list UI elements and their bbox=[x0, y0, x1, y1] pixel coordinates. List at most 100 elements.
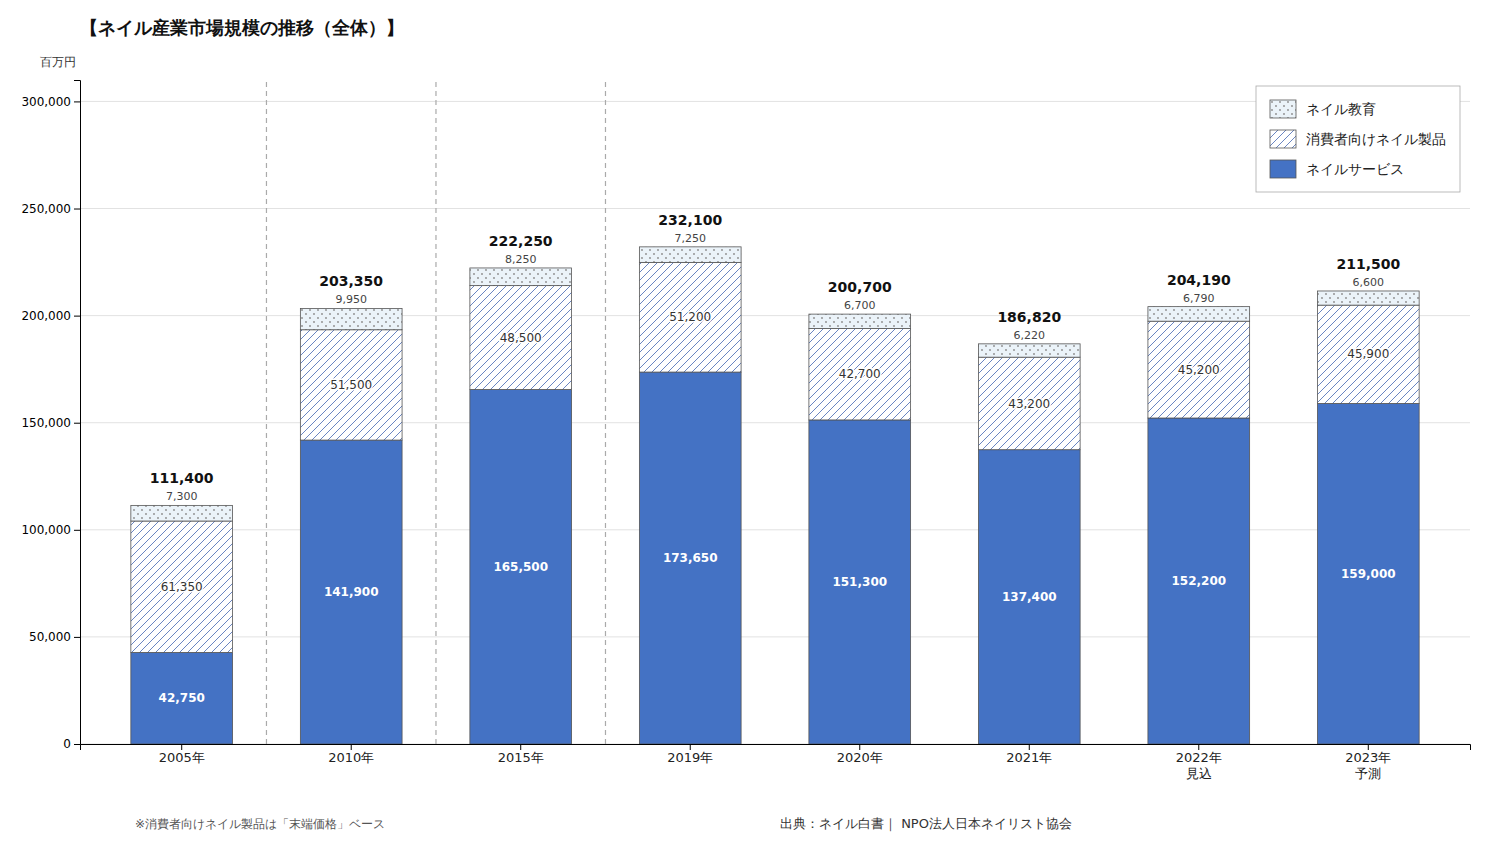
tick: 2010年 bbox=[328, 744, 374, 765]
tick-label: 2023年予測 bbox=[1345, 750, 1391, 781]
legend-label: ネイルサービス bbox=[1306, 161, 1404, 177]
data-labels: 42,750141,900165,500173,650151,300137,40… bbox=[150, 212, 1401, 706]
data-label: 6,790 bbox=[1183, 292, 1215, 305]
era-separator bbox=[605, 80, 606, 744]
tick-mark bbox=[1368, 744, 1369, 750]
bar bbox=[470, 390, 572, 744]
source: 出典：ネイル白書｜ NPO法人日本ネイリスト協会 bbox=[780, 816, 1072, 832]
total-label: 232,100 bbox=[658, 212, 722, 228]
tick-label: 150,000 bbox=[21, 416, 71, 430]
series-2 bbox=[131, 247, 1419, 521]
tick: 50,000 bbox=[29, 630, 80, 644]
tick-label-line: 2021年 bbox=[1006, 750, 1052, 765]
tick: 2023年予測 bbox=[1345, 744, 1391, 781]
tick: 2005年 bbox=[159, 744, 205, 765]
tick-mark bbox=[74, 101, 80, 102]
title: 【ネイル産業市場規模の推移（全体）】 bbox=[80, 17, 404, 38]
legend-label: 消費者向けネイル製品 bbox=[1306, 131, 1446, 147]
data-label: 61,350 bbox=[161, 580, 203, 594]
data-label: 7,300 bbox=[166, 490, 198, 503]
data-label: 7,250 bbox=[674, 232, 706, 245]
tick-mark bbox=[1198, 744, 1199, 750]
tick-label-line: 2015年 bbox=[498, 750, 544, 765]
data-label: 51,500 bbox=[330, 378, 372, 392]
tick-label-line: 見込 bbox=[1186, 766, 1212, 781]
legend-frame bbox=[1256, 86, 1460, 192]
tick-label: 2020年 bbox=[837, 750, 883, 765]
axis-line bbox=[74, 81, 81, 745]
bar bbox=[300, 440, 402, 744]
data-label: 43,200 bbox=[1008, 397, 1050, 411]
data-label: 48,500 bbox=[500, 331, 542, 345]
data-label: 6,220 bbox=[1014, 329, 1046, 342]
tick-label-line: 2020年 bbox=[837, 750, 883, 765]
data-label: 6,600 bbox=[1353, 276, 1385, 289]
tick-label-line: 2010年 bbox=[328, 750, 374, 765]
bar bbox=[809, 420, 911, 744]
tick-label: 2021年 bbox=[1006, 750, 1052, 765]
tick-label: 250,000 bbox=[21, 202, 71, 216]
data-label: 42,750 bbox=[159, 691, 205, 705]
legend-item: 消費者向けネイル製品 bbox=[1270, 130, 1446, 148]
legend-swatch bbox=[1270, 100, 1296, 118]
tick-mark bbox=[690, 744, 691, 750]
bar bbox=[1317, 305, 1419, 403]
tick: 2022年見込 bbox=[1176, 744, 1222, 781]
bar bbox=[1317, 403, 1419, 744]
data-label: 165,500 bbox=[493, 560, 548, 574]
total-label: 203,350 bbox=[319, 273, 383, 289]
legend-swatch bbox=[1270, 130, 1296, 148]
legend-item: ネイル教育 bbox=[1270, 100, 1376, 118]
bar bbox=[978, 344, 1080, 357]
tick: 2019年 bbox=[667, 744, 713, 765]
grid-line bbox=[80, 208, 1470, 209]
tick-label: 2015年 bbox=[498, 750, 544, 765]
bar bbox=[978, 450, 1080, 744]
data-label: 141,900 bbox=[324, 585, 379, 599]
tick-mark bbox=[74, 530, 80, 531]
bar bbox=[131, 505, 233, 521]
tick: 0 bbox=[63, 737, 80, 751]
bar bbox=[470, 268, 572, 286]
tick-label: 50,000 bbox=[29, 630, 71, 644]
tick-label-line: 2023年 bbox=[1345, 750, 1391, 765]
bar bbox=[639, 247, 741, 263]
tick-mark bbox=[859, 744, 860, 750]
tick: 250,000 bbox=[21, 202, 80, 216]
chart: 050,000100,000150,000200,000250,000300,0… bbox=[0, 0, 1500, 844]
era-separator bbox=[435, 80, 436, 744]
data-label: 9,950 bbox=[335, 293, 367, 306]
tick: 2021年 bbox=[1006, 744, 1052, 765]
tick-mark bbox=[74, 744, 80, 745]
data-label: 45,200 bbox=[1178, 363, 1220, 377]
x-axis: 2005年 2010年 2015年 2019年 2020年 2021年 2022年見込 202… bbox=[81, 744, 1471, 781]
total-label: 200,700 bbox=[828, 279, 892, 295]
tick-label: 2010年 bbox=[328, 750, 374, 765]
tick-mark bbox=[74, 316, 80, 317]
tick-mark bbox=[74, 637, 80, 638]
bar bbox=[131, 521, 233, 652]
data-label: 45,900 bbox=[1347, 347, 1389, 361]
tick: 100,000 bbox=[21, 523, 80, 537]
tick: 300,000 bbox=[21, 95, 80, 109]
tick: 2015年 bbox=[498, 744, 544, 765]
tick: 150,000 bbox=[21, 416, 80, 430]
axis-line bbox=[81, 745, 1471, 751]
total-label: 222,250 bbox=[489, 233, 553, 249]
tick-mark bbox=[351, 744, 352, 750]
data-label: 6,700 bbox=[844, 299, 876, 312]
data-label: 8,250 bbox=[505, 253, 537, 266]
y-axis: 050,000100,000150,000200,000250,000300,0… bbox=[21, 81, 80, 752]
bar bbox=[1317, 291, 1419, 305]
legend-item: ネイルサービス bbox=[1270, 160, 1404, 178]
tick-mark bbox=[74, 423, 80, 424]
bar bbox=[809, 314, 911, 328]
tick-label-line: 2019年 bbox=[667, 750, 713, 765]
data-label: 137,400 bbox=[1002, 590, 1057, 604]
bar bbox=[300, 308, 402, 329]
grid-line bbox=[80, 315, 1470, 316]
separators bbox=[266, 80, 605, 744]
grid-line bbox=[80, 529, 1470, 530]
bar bbox=[131, 652, 233, 744]
bar bbox=[300, 330, 402, 440]
